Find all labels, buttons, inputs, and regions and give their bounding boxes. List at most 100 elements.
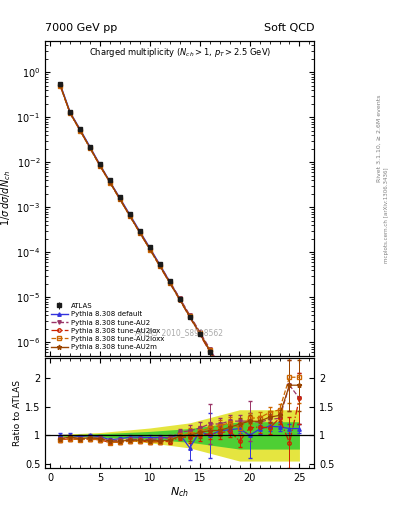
Pythia 8.308 tune-AU2 [128, 212, 132, 219]
Pythia 8.308 tune-AU2loxx [257, 432, 262, 438]
Pythia 8.308 default [68, 109, 72, 115]
Pythia 8.308 tune-AU2m [108, 179, 112, 185]
Pythia 8.308 tune-AU2m [257, 433, 262, 439]
Pythia 8.308 tune-AU2m [277, 468, 282, 475]
Pythia 8.308 tune-AU2 [287, 488, 292, 494]
Pythia 8.308 tune-AU2 [227, 380, 232, 386]
Pythia 8.308 default [128, 212, 132, 218]
Pythia 8.308 tune-AU2m [227, 381, 232, 388]
Pythia 8.308 default [217, 365, 222, 371]
Pythia 8.308 default [197, 330, 202, 336]
Pythia 8.308 tune-AU2lox [217, 366, 222, 372]
Pythia 8.308 tune-AU2loxx [167, 280, 172, 286]
Pythia 8.308 tune-AU2lox [58, 82, 62, 89]
Pythia 8.308 tune-AU2 [78, 127, 83, 133]
Pythia 8.308 tune-AU2lox [118, 197, 122, 203]
Pythia 8.308 tune-AU2loxx [187, 313, 192, 319]
Pythia 8.308 tune-AU2 [118, 196, 122, 202]
Pythia 8.308 tune-AU2lox [88, 145, 92, 152]
Pythia 8.308 default [237, 400, 242, 406]
Pythia 8.308 tune-AU2loxx [178, 296, 182, 303]
Pythia 8.308 tune-AU2lox [98, 163, 103, 169]
Text: Soft QCD: Soft QCD [264, 23, 314, 33]
Pythia 8.308 tune-AU2loxx [138, 230, 142, 236]
Pythia 8.308 tune-AU2m [237, 398, 242, 404]
Pythia 8.308 tune-AU2lox [267, 452, 272, 458]
Line: Pythia 8.308 tune-AU2m: Pythia 8.308 tune-AU2m [58, 83, 302, 509]
Pythia 8.308 tune-AU2lox [108, 180, 112, 186]
Pythia 8.308 default [147, 245, 152, 251]
Pythia 8.308 tune-AU2m [247, 416, 252, 422]
Text: 7000 GeV pp: 7000 GeV pp [45, 23, 118, 33]
Pythia 8.308 tune-AU2 [88, 145, 92, 151]
Pythia 8.308 tune-AU2m [217, 365, 222, 371]
Pythia 8.308 tune-AU2lox [227, 382, 232, 389]
Pythia 8.308 tune-AU2loxx [98, 163, 103, 169]
Text: ATLAS_2010_S8918562: ATLAS_2010_S8918562 [135, 328, 224, 337]
Pythia 8.308 tune-AU2 [147, 246, 152, 252]
Pythia 8.308 tune-AU2loxx [297, 502, 302, 508]
Text: Charged multiplicity ($N_{ch}>1$, $p_T>2.5$ GeV): Charged multiplicity ($N_{ch}>1$, $p_T>2… [88, 46, 271, 59]
Pythia 8.308 default [297, 508, 302, 512]
Pythia 8.308 tune-AU2loxx [88, 145, 92, 152]
Pythia 8.308 tune-AU2loxx [108, 180, 112, 186]
Pythia 8.308 tune-AU2lox [247, 417, 252, 423]
Pythia 8.308 tune-AU2lox [78, 127, 83, 134]
Pythia 8.308 default [178, 296, 182, 302]
Pythia 8.308 default [118, 195, 122, 201]
Pythia 8.308 tune-AU2loxx [68, 111, 72, 117]
Pythia 8.308 tune-AU2m [78, 127, 83, 133]
Pythia 8.308 tune-AU2m [88, 145, 92, 151]
Y-axis label: Ratio to ATLAS: Ratio to ATLAS [13, 380, 22, 446]
Pythia 8.308 tune-AU2 [158, 262, 162, 268]
Pythia 8.308 default [267, 453, 272, 459]
Pythia 8.308 tune-AU2m [208, 348, 212, 354]
Pythia 8.308 tune-AU2m [58, 82, 62, 88]
Pythia 8.308 tune-AU2loxx [287, 484, 292, 490]
Pythia 8.308 tune-AU2 [68, 110, 72, 116]
Pythia 8.308 tune-AU2m [128, 213, 132, 219]
Pythia 8.308 tune-AU2 [178, 295, 182, 302]
Line: Pythia 8.308 tune-AU2lox: Pythia 8.308 tune-AU2lox [59, 84, 301, 508]
Pythia 8.308 tune-AU2loxx [78, 127, 83, 134]
Pythia 8.308 tune-AU2lox [197, 331, 202, 337]
Pythia 8.308 tune-AU2loxx [247, 415, 252, 421]
Pythia 8.308 tune-AU2m [287, 486, 292, 492]
Pythia 8.308 tune-AU2 [197, 329, 202, 335]
X-axis label: $N_{ch}$: $N_{ch}$ [170, 485, 189, 499]
Pythia 8.308 tune-AU2loxx [197, 330, 202, 336]
Pythia 8.308 default [167, 279, 172, 285]
Pythia 8.308 tune-AU2loxx [58, 82, 62, 89]
Legend: ATLAS, Pythia 8.308 default, Pythia 8.308 tune-AU2, Pythia 8.308 tune-AU2lox, Py: ATLAS, Pythia 8.308 default, Pythia 8.30… [49, 301, 166, 352]
Pythia 8.308 tune-AU2lox [257, 435, 262, 441]
Pythia 8.308 tune-AU2lox [128, 214, 132, 220]
Pythia 8.308 default [247, 418, 252, 424]
Pythia 8.308 default [257, 436, 262, 442]
Text: mcplots.cern.ch [arXiv:1306.3436]: mcplots.cern.ch [arXiv:1306.3436] [384, 167, 389, 263]
Pythia 8.308 tune-AU2loxx [267, 450, 272, 456]
Line: Pythia 8.308 tune-AU2: Pythia 8.308 tune-AU2 [59, 83, 301, 510]
Pythia 8.308 tune-AU2m [167, 280, 172, 286]
Pythia 8.308 default [88, 144, 92, 150]
Pythia 8.308 tune-AU2m [118, 196, 122, 202]
Pythia 8.308 tune-AU2loxx [128, 214, 132, 220]
Pythia 8.308 tune-AU2loxx [217, 364, 222, 370]
Pythia 8.308 default [58, 81, 62, 87]
Pythia 8.308 tune-AU2m [98, 162, 103, 168]
Pythia 8.308 tune-AU2 [98, 162, 103, 168]
Pythia 8.308 tune-AU2 [277, 469, 282, 475]
Pythia 8.308 tune-AU2lox [147, 247, 152, 253]
Pythia 8.308 default [277, 472, 282, 478]
Pythia 8.308 tune-AU2lox [208, 349, 212, 355]
Pythia 8.308 tune-AU2m [178, 296, 182, 303]
Pythia 8.308 tune-AU2 [237, 398, 242, 404]
Pythia 8.308 default [287, 490, 292, 496]
Pythia 8.308 tune-AU2lox [68, 111, 72, 117]
Pythia 8.308 default [227, 382, 232, 389]
Pythia 8.308 tune-AU2lox [167, 280, 172, 286]
Pythia 8.308 tune-AU2lox [138, 230, 142, 236]
Pythia 8.308 tune-AU2m [147, 246, 152, 252]
Pythia 8.308 tune-AU2m [68, 110, 72, 116]
Pythia 8.308 tune-AU2lox [277, 469, 282, 475]
Pythia 8.308 tune-AU2lox [178, 297, 182, 303]
